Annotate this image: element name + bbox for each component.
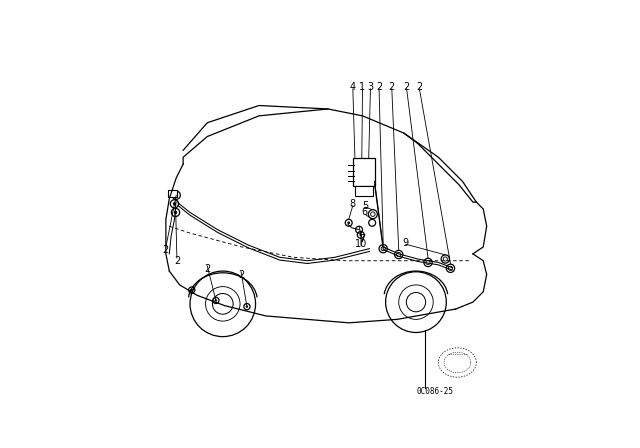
Text: 2: 2 [238, 270, 244, 280]
Text: 8: 8 [350, 199, 356, 209]
Text: 1: 1 [360, 82, 365, 91]
FancyBboxPatch shape [355, 186, 373, 195]
Circle shape [191, 289, 193, 291]
Text: 2: 2 [376, 82, 382, 91]
FancyBboxPatch shape [168, 190, 177, 197]
Text: 2: 2 [388, 82, 395, 91]
Text: 2: 2 [416, 82, 422, 91]
FancyBboxPatch shape [353, 158, 375, 185]
Text: 4: 4 [350, 82, 356, 91]
Circle shape [214, 299, 217, 302]
Text: 0C086-25: 0C086-25 [417, 387, 453, 396]
Circle shape [173, 202, 176, 206]
Circle shape [174, 211, 177, 214]
Text: 2: 2 [404, 82, 410, 91]
Circle shape [360, 233, 362, 236]
Text: 3: 3 [367, 82, 374, 91]
Circle shape [348, 221, 350, 224]
Text: 2: 2 [204, 264, 211, 274]
Text: 5: 5 [362, 201, 369, 211]
Text: 2: 2 [163, 246, 169, 255]
Text: 7: 7 [360, 234, 365, 244]
Text: 2: 2 [174, 256, 180, 267]
Text: 6: 6 [362, 207, 368, 217]
Circle shape [175, 194, 178, 197]
Circle shape [246, 306, 248, 308]
Text: 10: 10 [355, 239, 367, 249]
Text: 9: 9 [403, 238, 409, 248]
